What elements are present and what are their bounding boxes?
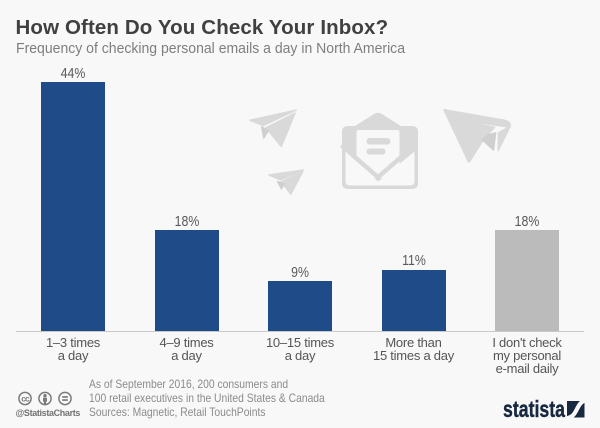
svg-text:cc: cc: [21, 393, 30, 403]
svg-text:statista: statista: [503, 398, 565, 420]
